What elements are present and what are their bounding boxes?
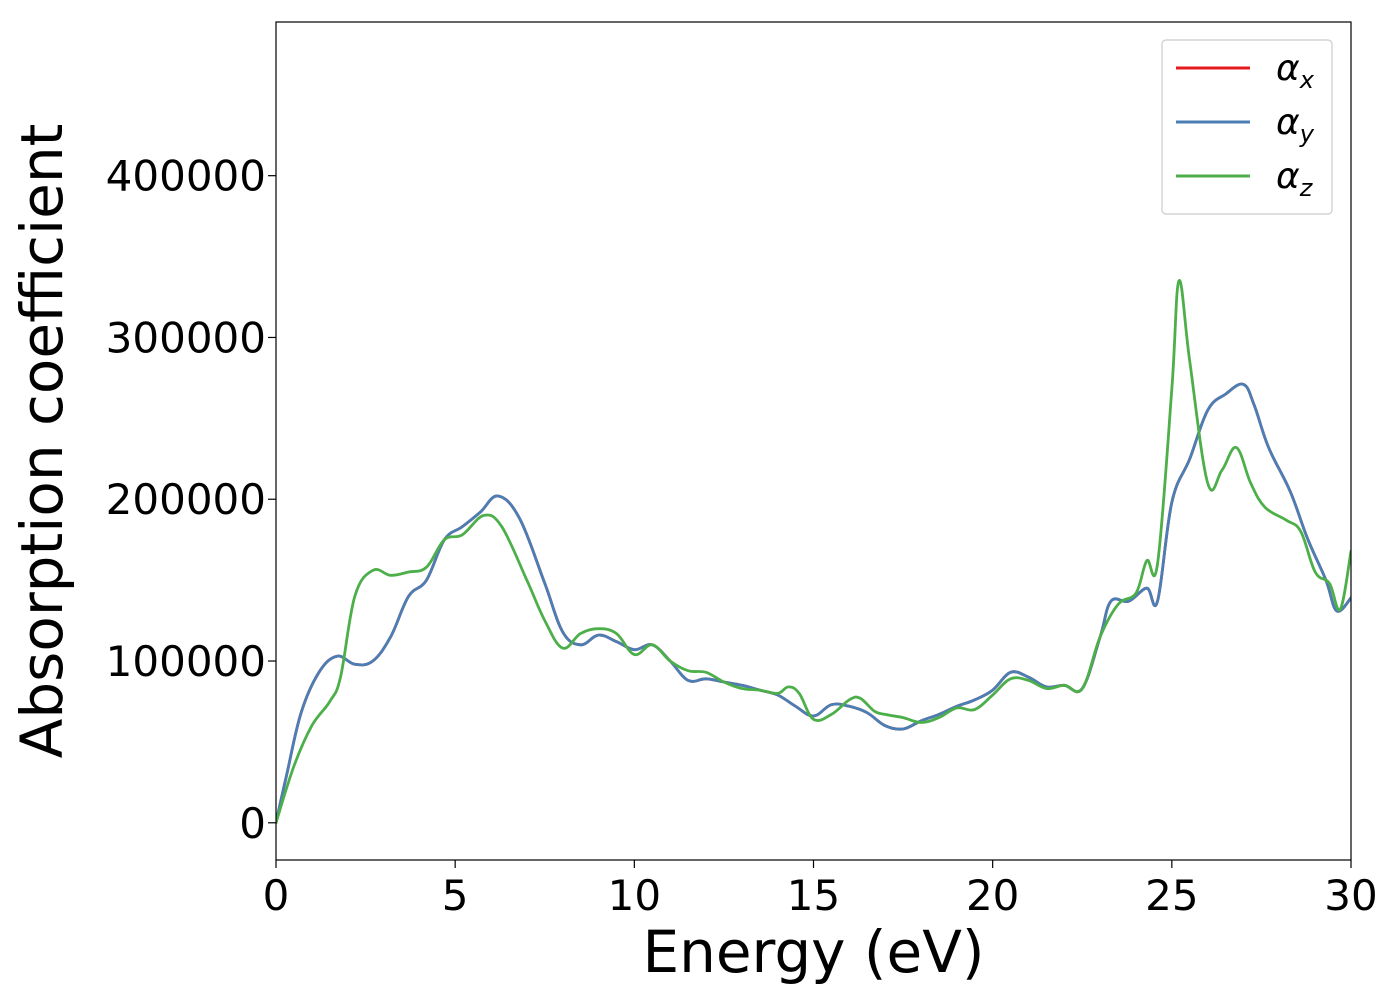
y-axis: 0 100000 200000 300000 400000 xyxy=(106,152,276,848)
x-tick-label: 30 xyxy=(1324,871,1377,920)
x-tick-label: 25 xyxy=(1145,871,1198,920)
series-line-x xyxy=(276,382,1351,825)
legend-box xyxy=(1161,39,1333,215)
y-tick-label: 400000 xyxy=(106,152,266,201)
legend-label-y: αy xyxy=(1276,102,1315,148)
x-tick-label: 15 xyxy=(787,871,840,920)
x-tick-label: 5 xyxy=(442,871,469,920)
x-axis-title: Energy (eV) xyxy=(642,918,984,986)
series-line-z xyxy=(276,279,1351,825)
x-tick-label: 0 xyxy=(263,871,290,920)
legend: αx αy αz xyxy=(1161,39,1333,215)
x-tick-label: 10 xyxy=(608,871,661,920)
x-tick-label: 20 xyxy=(966,871,1019,920)
y-tick-label: 0 xyxy=(239,799,266,848)
x-axis: 0 5 10 15 20 25 30 xyxy=(263,860,1378,920)
legend-label-z: αz xyxy=(1276,156,1314,202)
legend-label-x: αx xyxy=(1276,48,1315,94)
series-line-y xyxy=(276,382,1351,825)
y-tick-label: 200000 xyxy=(106,475,266,524)
y-tick-label: 300000 xyxy=(106,313,266,362)
y-tick-label: 100000 xyxy=(106,637,266,686)
y-axis-title: Absorption coefficient xyxy=(8,124,76,759)
series-layer xyxy=(276,279,1351,825)
